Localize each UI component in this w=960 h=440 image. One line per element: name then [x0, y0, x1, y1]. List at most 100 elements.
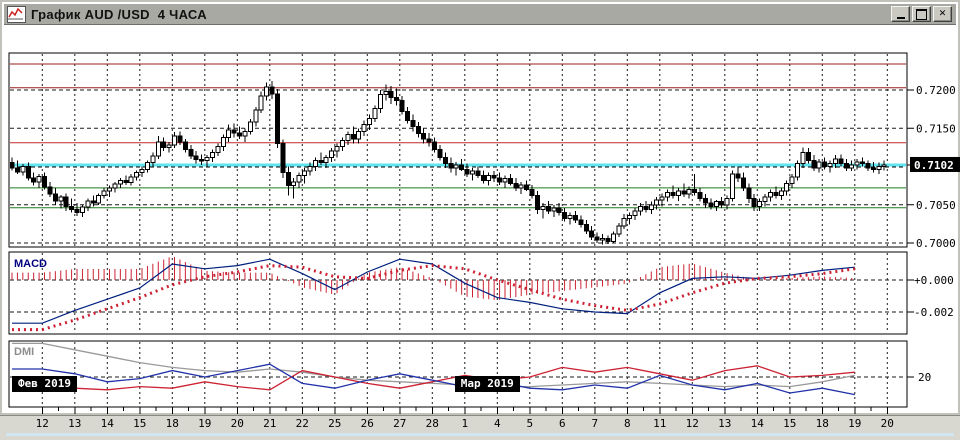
- candle: [719, 201, 725, 206]
- candle: [334, 146, 340, 152]
- candle: [545, 205, 551, 212]
- candle: [740, 177, 746, 189]
- candle: [166, 144, 172, 148]
- candle: [670, 192, 676, 197]
- candle: [469, 170, 475, 175]
- candle: [502, 178, 508, 183]
- maximize-button[interactable]: [912, 6, 931, 22]
- candle: [767, 192, 773, 198]
- candle: [404, 110, 410, 122]
- title-bar[interactable]: График AUD /USD 4 ЧАСА ✕: [4, 4, 956, 25]
- current-price-tag: [910, 156, 960, 172]
- candle: [497, 177, 503, 183]
- candle: [318, 159, 324, 164]
- candle: [220, 136, 226, 148]
- candle: [475, 170, 481, 177]
- candle: [177, 135, 183, 143]
- x-axis-label: 26: [361, 417, 374, 430]
- candle: [323, 156, 329, 164]
- x-axis-label: 20: [231, 417, 244, 430]
- candle: [128, 176, 134, 184]
- x-axis-label: 27: [393, 417, 406, 430]
- candle: [762, 196, 768, 203]
- candle: [572, 214, 578, 221]
- candle: [285, 172, 291, 187]
- candle: [605, 237, 611, 242]
- candle: [350, 133, 356, 140]
- candle: [155, 141, 161, 157]
- candle: [14, 167, 20, 173]
- macd-tick-label: -0.002: [914, 306, 954, 319]
- x-axis-label: 19: [848, 417, 861, 430]
- candle: [800, 152, 806, 164]
- x-axis-label: 28: [426, 417, 439, 430]
- candle: [421, 133, 427, 140]
- price-tick-label: 0.7200: [916, 84, 956, 97]
- candle: [621, 218, 627, 227]
- dmi-tick-label: 20: [918, 371, 931, 384]
- candle: [876, 166, 882, 171]
- candle: [415, 126, 421, 135]
- x-axis-label: 14: [751, 417, 765, 430]
- candle: [58, 196, 64, 202]
- price-panel: [10, 63, 906, 244]
- x-axis-label: 12: [36, 417, 49, 430]
- macd-signal-line: [12, 264, 856, 332]
- candle: [150, 155, 156, 164]
- candle: [296, 175, 302, 183]
- candle: [513, 182, 519, 189]
- candle: [85, 200, 91, 208]
- minus-di-line: [12, 365, 855, 391]
- candle: [312, 159, 318, 168]
- candle: [356, 130, 362, 140]
- close-button[interactable]: ✕: [933, 6, 952, 22]
- candle: [426, 138, 432, 143]
- macd-panel: [10, 257, 906, 332]
- candle: [654, 199, 660, 206]
- candle: [556, 207, 562, 213]
- candle: [280, 143, 286, 174]
- candle: [237, 132, 243, 137]
- macd-label: MACD: [14, 258, 47, 270]
- candle: [551, 207, 557, 212]
- candle: [778, 190, 784, 197]
- candle: [730, 173, 736, 200]
- candle: [47, 186, 53, 195]
- candle: [757, 201, 763, 207]
- candle: [659, 196, 665, 201]
- price-axis: 0.7200 0.7150 0.7050 0.7000 0.7102 +0.000 -0.0…: [907, 84, 960, 384]
- x-axis-label: 15: [783, 417, 796, 430]
- candle: [269, 86, 275, 95]
- candle: [112, 183, 118, 189]
- x-axis-label: 18: [166, 417, 179, 430]
- candle: [161, 141, 167, 148]
- candle: [377, 94, 383, 109]
- candle: [534, 195, 540, 210]
- candle: [388, 91, 394, 99]
- minimize-button[interactable]: [891, 6, 910, 22]
- candle: [264, 86, 270, 97]
- candle: [648, 204, 654, 210]
- candle: [209, 152, 215, 158]
- candle: [713, 201, 719, 207]
- candle: [464, 169, 470, 175]
- candle: [583, 224, 589, 232]
- candle: [410, 120, 416, 128]
- x-axis-label: 8: [624, 417, 631, 430]
- candle: [589, 230, 595, 238]
- candle: [442, 156, 448, 164]
- candle: [832, 158, 838, 164]
- candle: [199, 159, 205, 162]
- candle: [215, 146, 221, 154]
- window-controls: ✕: [891, 6, 952, 22]
- x-axis-label: 14: [101, 417, 115, 430]
- candle: [231, 129, 237, 134]
- candle: [665, 192, 671, 198]
- candle: [540, 205, 546, 210]
- candle: [518, 184, 524, 189]
- candle: [789, 176, 795, 184]
- candle: [816, 161, 822, 169]
- x-axis-label: 6: [559, 417, 566, 430]
